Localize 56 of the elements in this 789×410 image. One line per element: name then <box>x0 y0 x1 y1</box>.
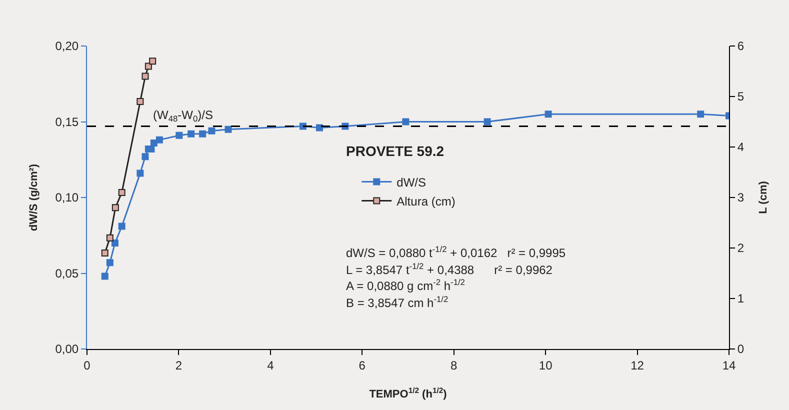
point <box>544 110 552 118</box>
y-tick-label: 0,20 <box>55 39 79 54</box>
point <box>156 136 163 144</box>
point <box>136 170 144 177</box>
ref-line-label: (W$_{48}$-W$_{0}$)/S <box>153 108 213 124</box>
x-tick-label: 12 <box>630 358 644 372</box>
point <box>150 139 158 146</box>
point <box>101 250 108 257</box>
point <box>176 132 183 139</box>
y-tick-label: 0,15 <box>55 114 79 129</box>
x-axis-title: TEMPO$^{1/2}$ (h$^{1/2}$) <box>369 386 448 401</box>
annotation: dW/S = 0,0880 t$^{-1/2}$ + 0,0162 r² = 0,9995 <box>346 244 566 260</box>
point <box>402 118 410 126</box>
x-tick-label: 14 <box>722 358 736 372</box>
point <box>106 234 114 242</box>
point <box>208 127 216 134</box>
point <box>484 118 491 126</box>
annotation: L = 3,8547 t$^{-1/2}$ + 0,4388 r² = 0,9962 <box>346 261 553 278</box>
x-tick-label: 0 <box>84 358 91 372</box>
annotation: B = 3,8547 cm h$^{-1/2}$ <box>346 294 449 310</box>
point <box>112 204 119 212</box>
y-tick-label: 0,05 <box>55 266 79 280</box>
y-tick-label: 0,00 <box>55 342 79 356</box>
point <box>106 259 114 266</box>
y2-tick-label: 1 <box>737 292 744 306</box>
y2-tick-label: 2 <box>737 241 744 256</box>
x-tick-label: 6 <box>358 358 366 372</box>
y2-tick-label: 3 <box>737 190 744 205</box>
point <box>142 153 149 160</box>
point <box>118 188 126 196</box>
x-tick-label: 10 <box>538 358 553 372</box>
y-tick-label: 0,10 <box>55 190 79 205</box>
y2-tick-label: 6 <box>737 39 744 54</box>
point <box>199 130 206 138</box>
x-tick-label: 8 <box>450 358 458 372</box>
point <box>316 124 323 132</box>
y2-tick-label: 4 <box>737 140 744 154</box>
point <box>697 110 704 118</box>
y-axis-title: dW/S (g/cm²) <box>28 164 40 232</box>
point <box>224 126 232 133</box>
legend-label: Altura (cm) <box>396 194 456 208</box>
x-tick-label: 4 <box>267 358 274 372</box>
y2-axis-title: L (cm) <box>758 180 770 214</box>
legend-label: dW/S <box>396 175 426 190</box>
point <box>142 72 149 80</box>
y2-tick-label: 5 <box>737 90 744 104</box>
point <box>111 239 118 246</box>
y2-tick-label: 0 <box>737 342 744 356</box>
text: PROVETE 59.2 <box>346 143 444 159</box>
point <box>136 98 144 106</box>
point <box>149 58 156 65</box>
point <box>188 130 195 138</box>
point <box>118 222 126 230</box>
point <box>101 272 108 280</box>
x-tick-label: 2 <box>175 358 182 372</box>
annotation: A = 0,0880 g cm$^{-2}$ h$^{-1/2}$ <box>346 277 466 294</box>
